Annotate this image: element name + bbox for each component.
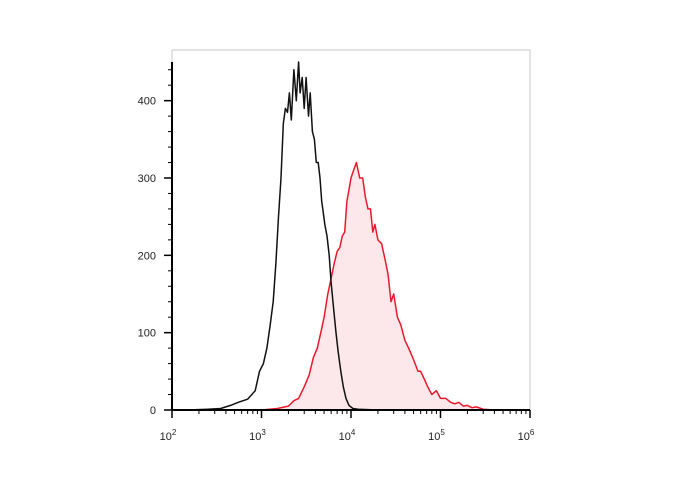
plot-area	[187, 61, 530, 411]
y-axis-ticks: 0 100 200 300 400	[138, 69, 172, 417]
series-0-line	[187, 61, 530, 411]
series-1-area	[261, 162, 530, 410]
y-tick-label: 300	[138, 173, 156, 185]
series-1-line	[261, 161, 530, 411]
x-tick-label: 105	[428, 428, 445, 443]
x-tick-label: 102	[160, 428, 177, 443]
y-tick-label: 100	[138, 328, 156, 340]
x-axis-ticks: 102 103 104 105 106	[160, 410, 535, 443]
x-tick-label: 104	[339, 428, 356, 443]
y-tick-label: 0	[150, 405, 156, 417]
x-tick-label: 103	[249, 428, 266, 443]
y-tick-label: 400	[138, 96, 156, 108]
x-tick-label: 106	[518, 428, 535, 443]
y-tick-label: 200	[138, 250, 156, 262]
